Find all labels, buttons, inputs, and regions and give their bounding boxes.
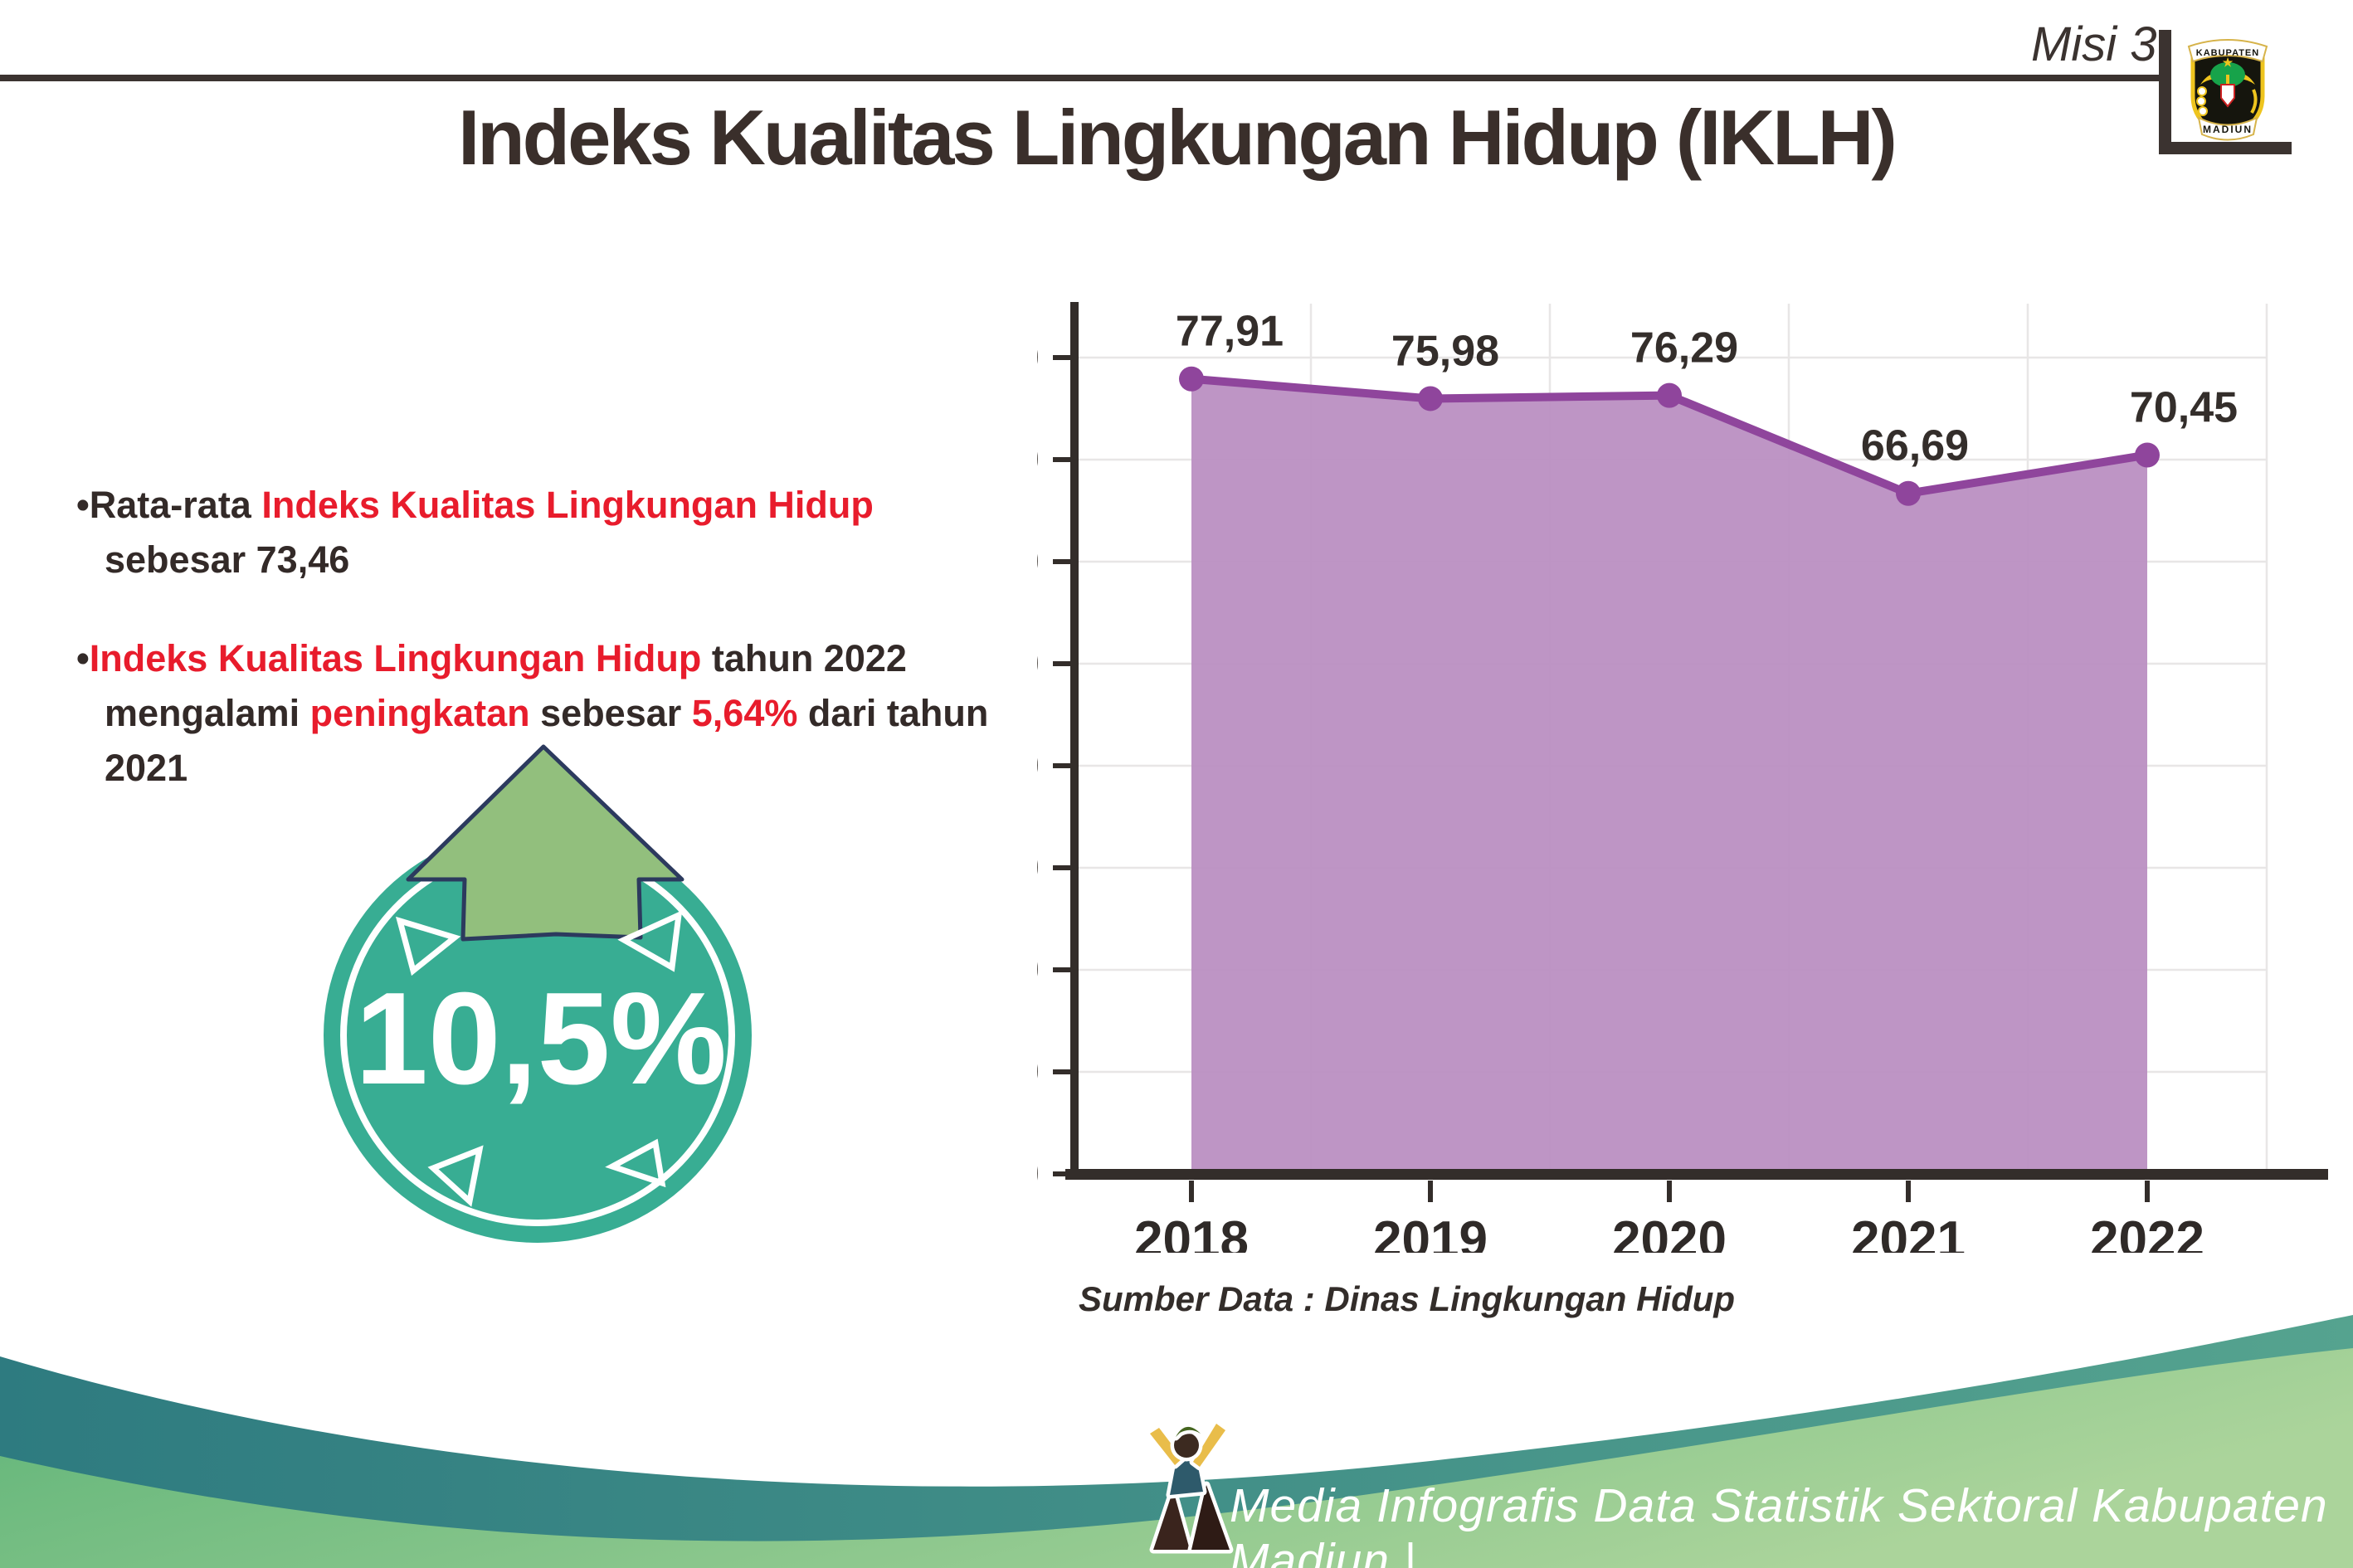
chart-axes	[1053, 302, 2328, 1202]
logo-banner-top-text: KABUPATEN	[2196, 48, 2259, 58]
bullet-text: tahun 2022 mengalami	[105, 637, 907, 735]
footer-caption: Media Infografis Data Statistik Sektoral…	[1230, 1479, 2328, 1568]
logo-frame-horizontal	[2159, 142, 2292, 154]
page-title: Indeks Kualitas Lingkungan Hidup (IKLH)	[458, 94, 1898, 181]
data-point	[2135, 442, 2160, 468]
chart-area-series	[1179, 366, 2160, 1174]
data-point	[1179, 366, 1204, 392]
bullet-text-highlight: peningkatan	[309, 692, 530, 735]
chart-y-axis-labels: 0 10 20 30 40 50 60 70 80	[1037, 333, 1040, 1199]
source-note: Sumber Data : Dinas Lingkungan Hidup	[1079, 1279, 1736, 1318]
bullet-average: •Rata-rata Indeks Kualitas Lingkungan Hi…	[76, 478, 1006, 587]
footer-wave-green	[0, 1348, 2353, 1568]
bullet-text-highlight: Indeks Kualitas Lingkungan Hidup	[89, 637, 702, 680]
bullet-text: sebesar	[529, 692, 692, 735]
data-point	[1418, 386, 1443, 411]
header-rule	[0, 75, 2169, 81]
sparkle-triangle-icon	[395, 916, 461, 976]
y-tick-label: 10	[1037, 1047, 1040, 1097]
y-tick-label: 70	[1037, 435, 1040, 485]
mascot-icon	[1146, 1419, 1234, 1554]
badge-value: 10,5%	[355, 966, 727, 1112]
data-point	[1896, 480, 1921, 506]
y-tick-label: 50	[1037, 639, 1040, 689]
data-value-label: 76,29	[1630, 324, 1738, 373]
bullet-text: •Rata-rata	[76, 484, 262, 526]
data-point	[1657, 382, 1682, 408]
bullet-text: •	[76, 637, 90, 680]
increase-badge: 10,5%	[324, 744, 752, 1243]
logo-frame-vertical	[2159, 30, 2171, 154]
logo-banner-top	[2187, 39, 2268, 63]
bullet-text: dari tahun 2021	[105, 692, 989, 789]
footer-wave	[0, 1315, 2353, 1568]
x-tick-label: 2020	[1612, 1211, 1727, 1253]
x-tick-label: 2021	[1851, 1211, 1966, 1253]
x-tick-label: 2018	[1134, 1211, 1249, 1253]
logo-cotton-icon	[2196, 96, 2206, 106]
y-tick-label: 40	[1037, 741, 1040, 791]
up-arrow-icon	[406, 744, 684, 942]
bullet-text-highlight: 5,64%	[691, 692, 798, 735]
sparkle-triangle-icon	[617, 910, 683, 972]
logo-rice-icon	[2250, 89, 2258, 114]
sparkle-triangle-icon	[427, 1145, 484, 1207]
y-tick-label: 20	[1037, 945, 1040, 995]
bullet-increase: •Indeks Kualitas Lingkungan Hidup tahun …	[76, 631, 1006, 795]
y-tick-label: 60	[1037, 537, 1040, 587]
y-tick-label: 80	[1037, 333, 1040, 382]
key-points: •Rata-rata Indeks Kualitas Lingkungan Hi…	[76, 478, 1006, 840]
chart-value-labels: 77,91 75,98 76,29 66,69 70,45	[1176, 308, 2238, 470]
iklh-area-chart: 0 10 20 30 40 50 60 70 80 2018 2019 2020 2021 2022 77,…	[1037, 302, 2328, 1253]
y-tick-label: 0	[1037, 1149, 1040, 1199]
data-value-label: 70,45	[2130, 383, 2238, 431]
logo-cotton-icon	[2198, 106, 2208, 116]
data-value-label: 77,91	[1176, 308, 1284, 356]
logo-star-icon: ★	[2223, 56, 2234, 69]
x-tick-label: 2022	[2090, 1211, 2204, 1253]
logo-cotton-icon	[2197, 86, 2207, 96]
sparkle-triangle-icon	[605, 1138, 666, 1188]
chart-x-axis-labels: 2018 2019 2020 2021 2022	[1134, 1211, 2204, 1253]
misi-label: Misi 3	[2031, 17, 2157, 71]
bullet-text: sebesar 73,46	[105, 538, 350, 581]
logo-banner-bottom	[2197, 116, 2258, 141]
kabupaten-madiun-logo: ★ KABUPATEN MADIUN	[2187, 39, 2268, 141]
logo-inner-shield	[2220, 84, 2235, 108]
bullet-text-highlight: Indeks Kualitas Lingkungan Hidup	[261, 484, 874, 526]
x-tick-label: 2019	[1373, 1211, 1488, 1253]
data-value-label: 66,69	[1861, 422, 1969, 470]
logo-banner-bottom-text: MADIUN	[2203, 124, 2253, 135]
y-tick-label: 30	[1037, 843, 1040, 893]
data-value-label: 75,98	[1391, 327, 1499, 375]
